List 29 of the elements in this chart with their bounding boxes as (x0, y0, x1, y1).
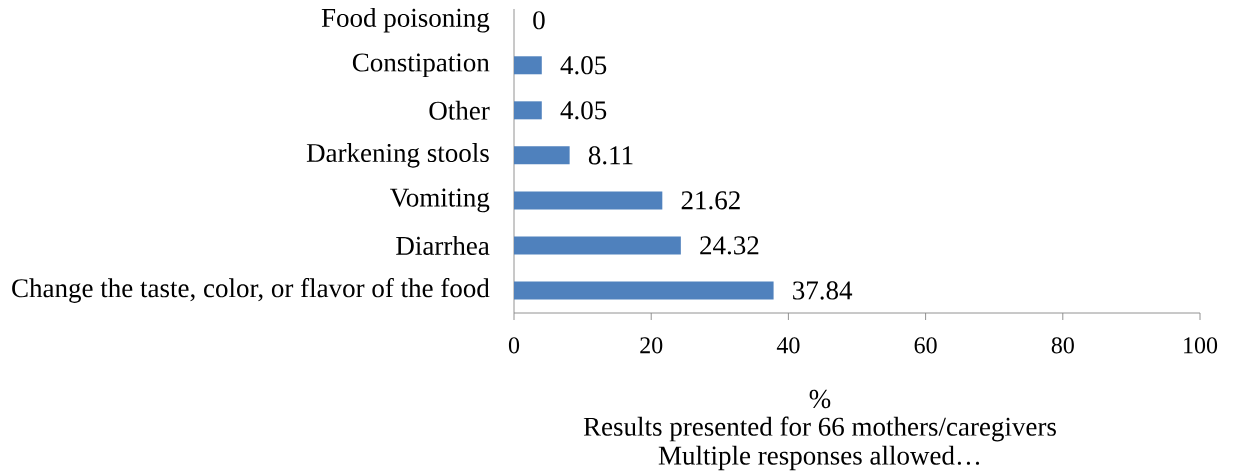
y-tick-label: Other (429, 100, 490, 120)
y-tick-label: Food poisoning (321, 7, 490, 33)
bar (514, 281, 774, 300)
data-label: 37.84 (793, 281, 853, 300)
y-tick-label: Change the taste, color, or flavor of the food (12, 278, 490, 303)
y-tick-label: Constipation (352, 53, 490, 78)
bar (514, 101, 542, 120)
text: Multiple responses allowed… (658, 445, 980, 471)
data-label: 4.05 (560, 56, 607, 75)
y-tick-label: Darkening stools (306, 143, 489, 168)
x-tick-label: 40 (776, 337, 800, 354)
x-tick-label: 20 (640, 337, 663, 354)
y-tick-label: Vomiting (390, 188, 490, 213)
x-tick-label: 60 (914, 337, 937, 354)
bar (514, 146, 570, 165)
bar (514, 236, 681, 255)
text: Results presented for 66 mothers/caregivers (583, 416, 1056, 442)
bar (514, 56, 542, 75)
x-axis-title: % (809, 389, 831, 409)
data-label: 24.32 (700, 236, 759, 255)
data-label: 8.11 (588, 146, 633, 165)
x-tick-label: 80 (1051, 337, 1074, 354)
data-label: 0 (533, 11, 545, 30)
bar (514, 191, 663, 210)
data-label: 4.05 (560, 101, 607, 120)
data-label: 21.62 (681, 191, 740, 210)
x-tick-label: 100 (1184, 337, 1218, 354)
x-tick-label: 0 (508, 337, 520, 354)
y-tick-label: Diarrhea (396, 235, 490, 255)
